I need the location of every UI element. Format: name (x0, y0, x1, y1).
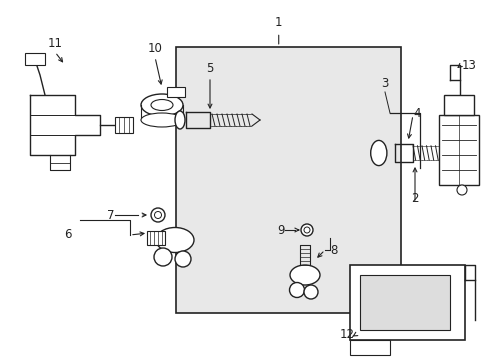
Ellipse shape (151, 208, 164, 222)
Text: 7: 7 (107, 208, 115, 221)
Bar (349, 340, 389, 355)
Ellipse shape (304, 227, 309, 233)
Ellipse shape (154, 248, 172, 266)
Ellipse shape (141, 94, 183, 116)
Ellipse shape (151, 99, 173, 111)
Text: 6: 6 (64, 229, 72, 242)
Bar (359, 275, 449, 330)
Ellipse shape (301, 224, 312, 236)
Ellipse shape (154, 212, 161, 219)
Ellipse shape (156, 228, 194, 252)
Bar (176, 47, 400, 313)
Text: 2: 2 (410, 192, 418, 205)
Bar (115, 117, 133, 133)
Text: 11: 11 (47, 37, 62, 50)
Ellipse shape (370, 140, 386, 166)
Text: 8: 8 (329, 243, 337, 256)
Ellipse shape (141, 113, 183, 127)
Text: 9: 9 (277, 224, 285, 237)
Bar (25, 53, 45, 65)
Bar (443, 95, 473, 115)
Bar (349, 265, 464, 340)
Text: 4: 4 (412, 107, 420, 120)
Ellipse shape (289, 283, 304, 297)
Bar (147, 231, 164, 245)
Text: 13: 13 (461, 59, 476, 72)
Ellipse shape (289, 265, 319, 285)
Text: 10: 10 (147, 42, 162, 55)
Circle shape (456, 185, 466, 195)
Bar (438, 115, 478, 185)
Text: 5: 5 (206, 62, 213, 75)
Ellipse shape (175, 111, 184, 129)
Ellipse shape (304, 285, 317, 299)
Ellipse shape (175, 251, 191, 267)
Bar (167, 87, 184, 97)
Text: 1: 1 (274, 16, 282, 29)
Text: 12: 12 (339, 328, 354, 342)
Text: 3: 3 (381, 77, 388, 90)
